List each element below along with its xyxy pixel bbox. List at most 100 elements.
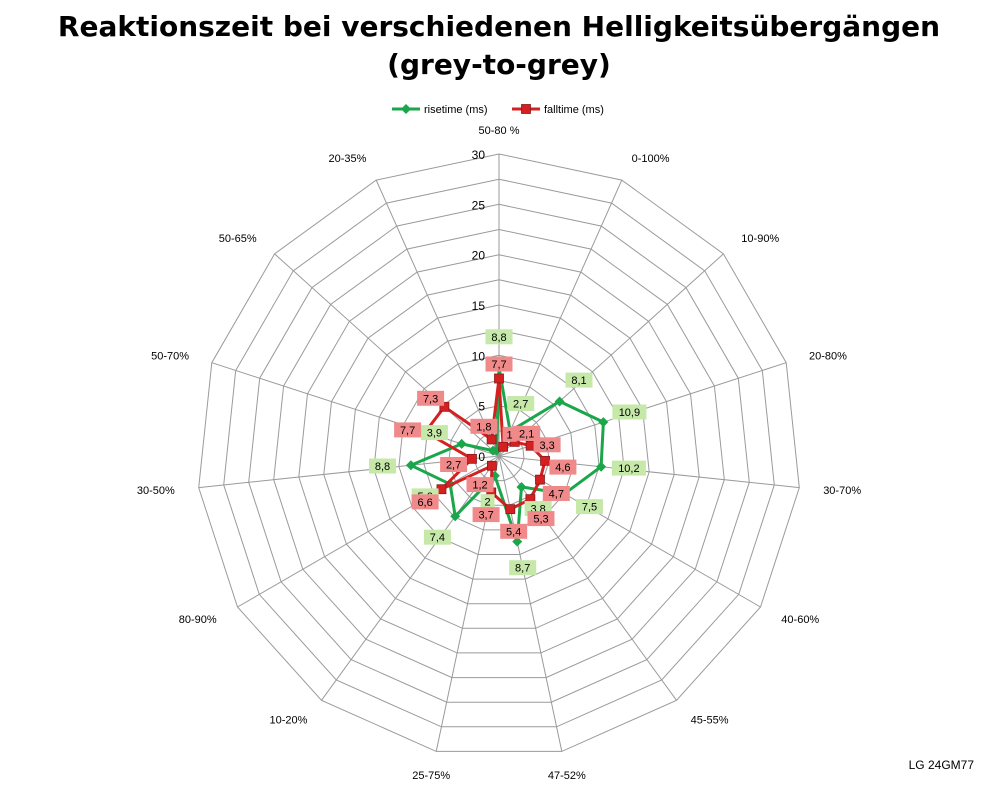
category-labels: 50-80 % 0-100% 10-90% 20-80% 30-70% 40-60% 45-… bbox=[137, 125, 861, 782]
data-label-box bbox=[411, 494, 439, 510]
data-label: 2,1 bbox=[519, 428, 534, 440]
data-label-box bbox=[502, 426, 517, 442]
grid-spoke bbox=[375, 179, 500, 457]
radial-tick-label: 30 bbox=[472, 148, 486, 162]
data-label: 6,6 bbox=[417, 497, 432, 509]
data-point-marker bbox=[467, 453, 477, 464]
category-label: 40-60% bbox=[781, 614, 819, 626]
data-label-box bbox=[527, 511, 555, 527]
data-label: 4,7 bbox=[549, 489, 564, 501]
data-label-box bbox=[542, 486, 570, 501]
chart-title-line-2: (grey-to-grey) bbox=[387, 48, 611, 81]
category-label: 30-50% bbox=[137, 485, 175, 497]
radial-tick-labels: 0 5 10 15 20 25 30 bbox=[472, 148, 486, 464]
data-label-box bbox=[500, 523, 528, 539]
grid-ring bbox=[348, 304, 650, 605]
data-label-box bbox=[611, 460, 646, 476]
category-label: 80-90% bbox=[179, 614, 217, 626]
data-point-marker bbox=[494, 373, 504, 384]
legend: risetime (ms) falltime (ms) bbox=[392, 104, 604, 116]
data-label-box bbox=[420, 425, 448, 441]
data-point-marker bbox=[512, 536, 523, 547]
category-label: 30-70% bbox=[823, 485, 861, 497]
category-label: 50-80 % bbox=[479, 125, 520, 137]
data-point-marker bbox=[505, 504, 516, 515]
data-label-box bbox=[513, 425, 541, 441]
data-label: 7,4 bbox=[430, 532, 445, 544]
data-label-box bbox=[440, 457, 468, 472]
radial-tick-label: 5 bbox=[478, 400, 485, 414]
grid-spoke bbox=[237, 455, 500, 608]
data-label-box bbox=[480, 494, 495, 510]
chart-title-line-1: Reaktionszeit bei verschiedenen Helligke… bbox=[57, 10, 941, 43]
data-label-box bbox=[509, 560, 537, 576]
data-label-box bbox=[423, 529, 451, 545]
data-label: 8,7 bbox=[515, 563, 530, 575]
data-label-box bbox=[394, 422, 422, 438]
data-point-marker bbox=[439, 401, 450, 412]
data-label-box bbox=[507, 396, 535, 411]
category-label: 45-55% bbox=[691, 715, 729, 727]
data-point-marker bbox=[596, 461, 607, 472]
series-layer bbox=[405, 362, 609, 547]
category-label: 20-80% bbox=[809, 350, 847, 362]
grid-ring bbox=[248, 203, 750, 703]
data-label: 2,7 bbox=[446, 460, 461, 472]
data-label: 2 bbox=[485, 497, 491, 509]
series-line bbox=[423, 377, 547, 511]
data-point-marker bbox=[486, 460, 497, 471]
data-label: 7,5 bbox=[582, 502, 597, 514]
data-label: 8,8 bbox=[491, 332, 506, 344]
grid-ring bbox=[373, 329, 625, 580]
data-label: 3,9 bbox=[427, 428, 442, 440]
data-label-box bbox=[565, 372, 593, 388]
grid-ring bbox=[298, 254, 700, 654]
category-label: 10-20% bbox=[269, 715, 307, 727]
data-label: 7,3 bbox=[423, 393, 438, 405]
data-label: 5,4 bbox=[506, 526, 521, 538]
data-point-marker bbox=[554, 396, 565, 407]
legend-item: risetime (ms) bbox=[392, 104, 488, 116]
data-label: 10,9 bbox=[619, 407, 640, 419]
radial-tick-label: 20 bbox=[472, 249, 486, 263]
data-labels: 8,82,78,110,910,27,53,88,727,45,68,83,97… bbox=[369, 329, 647, 576]
data-label: 1 bbox=[507, 429, 513, 441]
legend-label: falltime (ms) bbox=[544, 104, 604, 116]
data-label: 7,7 bbox=[400, 425, 415, 437]
grid-ring bbox=[323, 279, 675, 629]
data-point-marker bbox=[535, 474, 545, 485]
series-1 bbox=[405, 362, 609, 547]
radial-tick-label: 10 bbox=[472, 349, 486, 363]
radar-grid bbox=[198, 153, 800, 752]
grid-spoke bbox=[211, 362, 500, 457]
data-label: 8,1 bbox=[571, 375, 586, 387]
legend-marker bbox=[401, 104, 411, 114]
data-label: 1,8 bbox=[476, 421, 491, 433]
data-point-marker bbox=[598, 417, 609, 428]
data-label-box bbox=[485, 329, 513, 345]
legend-label: risetime (ms) bbox=[424, 104, 488, 116]
grid-spoke bbox=[274, 253, 500, 457]
data-label-box bbox=[470, 418, 498, 434]
radial-tick-label: 15 bbox=[472, 299, 486, 313]
legend-marker bbox=[521, 104, 531, 114]
data-label: 3,3 bbox=[539, 440, 554, 452]
data-point-marker bbox=[486, 434, 497, 445]
data-point-marker bbox=[450, 511, 461, 522]
data-point-marker bbox=[516, 481, 527, 492]
data-label-box bbox=[466, 477, 494, 493]
grid-ring bbox=[223, 178, 775, 728]
model-label: LG 24GM77 bbox=[908, 758, 974, 772]
data-label-box bbox=[576, 499, 603, 515]
data-point-marker bbox=[456, 438, 467, 449]
data-label-box bbox=[549, 459, 577, 475]
series-2 bbox=[420, 373, 550, 515]
category-label: 0-100% bbox=[632, 153, 670, 165]
radial-tick-label: 0 bbox=[478, 450, 485, 464]
data-label: 3,7 bbox=[478, 510, 493, 522]
grid-ring bbox=[273, 228, 725, 679]
grid-spoke bbox=[498, 455, 677, 701]
data-label: 2,7 bbox=[513, 399, 528, 411]
data-label-box bbox=[533, 437, 561, 453]
